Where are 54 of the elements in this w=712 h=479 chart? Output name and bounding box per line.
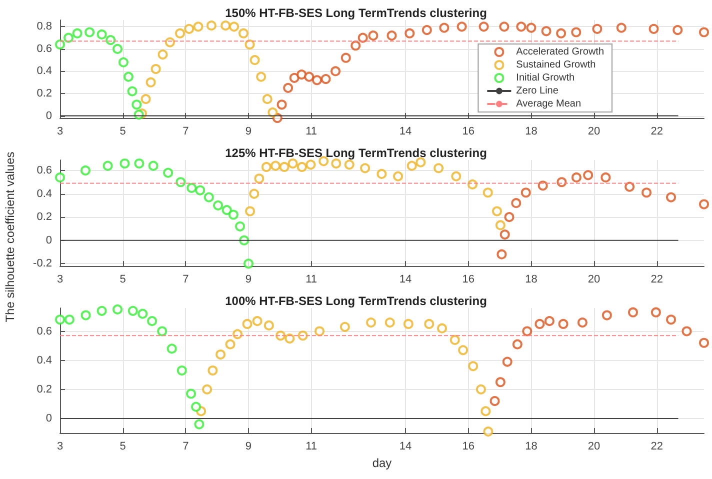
x-tick-label: 14 (399, 126, 412, 138)
x-tick-label: 3 (56, 440, 64, 452)
y-tick-label: 0.6 (36, 164, 52, 176)
x-tick-label: 9 (245, 440, 252, 452)
y-tick-label: -0.2 (33, 258, 52, 270)
y-tick-label: 0 (46, 110, 52, 122)
y-tick-label: 0.4 (36, 65, 52, 78)
x-tick-label: 9 (245, 274, 252, 286)
x-tick-label: 7 (182, 440, 189, 452)
x-tick-label: 14 (399, 274, 412, 286)
x-tick-label: 18 (525, 126, 538, 138)
x-tick-label: 16 (462, 274, 475, 286)
x-tick-label: 11 (306, 126, 318, 138)
legend-label: Sustained Growth (516, 60, 596, 70)
x-tick-label: 9 (245, 126, 252, 138)
x-tick-label: 7 (182, 126, 189, 138)
x-axis-title: day (372, 456, 392, 470)
y-tick-label: 0.2 (36, 211, 52, 224)
x-tick-label: 20 (588, 274, 600, 286)
x-tick-label: 20 (588, 126, 600, 138)
legend-label: Zero Line (516, 86, 559, 96)
y-tick-label: 0 (46, 412, 52, 424)
legend-label: Accelerated Growth (516, 46, 604, 58)
x-tick-label: 20 (588, 440, 600, 452)
x-tick-label: 5 (120, 274, 126, 286)
x-tick-label: 11 (306, 274, 318, 286)
x-tick-label: 22 (650, 440, 664, 452)
y-tick-label: 0.4 (36, 188, 52, 200)
y-tick-label: 0.8 (36, 20, 52, 33)
y-tick-label: 0.2 (36, 383, 52, 396)
chart-title: 150% HT-FB-SES Long TermTrends clustering (225, 6, 487, 20)
x-tick-label: 11 (306, 440, 318, 452)
x-tick-label: 18 (525, 274, 538, 286)
y-tick-label: 0 (46, 234, 52, 246)
chart-title: 100% HT-FB-SES Long TermTrends clustering (225, 294, 487, 308)
chart-title: 125% HT-FB-SES Long TermTrends clustering (225, 146, 487, 160)
x-tick-label: 16 (462, 126, 475, 138)
x-tick-label: 18 (525, 440, 538, 452)
x-tick-label: 7 (182, 274, 189, 286)
x-tick-label: 3 (56, 274, 64, 286)
x-tick-label: 5 (120, 126, 126, 138)
x-tick-label: 16 (462, 440, 475, 452)
x-tick-label: 3 (56, 126, 64, 138)
x-tick-label: 14 (399, 440, 412, 452)
y-tick-label: 0.2 (36, 88, 52, 100)
y-tick-label: 0.4 (36, 354, 52, 366)
y-tick-label: 0.6 (36, 42, 52, 55)
legend-label: Average Mean (516, 98, 582, 110)
x-tick-label: 22 (650, 274, 664, 286)
legend-label: Initial Growth (516, 72, 575, 84)
y-axis-title: The silhouette coefficient values (3, 150, 17, 324)
y-tick-label: 0.6 (36, 325, 52, 338)
x-tick-label: 22 (650, 126, 664, 138)
x-tick-label: 5 (120, 440, 126, 452)
